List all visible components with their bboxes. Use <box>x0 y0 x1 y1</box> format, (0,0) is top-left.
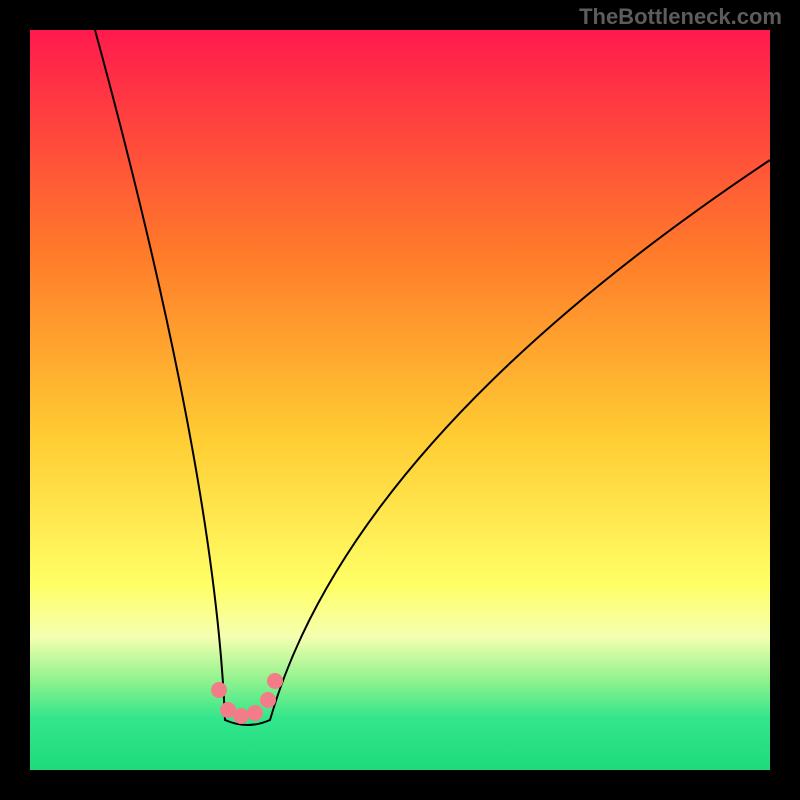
watermark-text: TheBottleneck.com <box>579 4 782 30</box>
chart-svg <box>0 0 800 800</box>
trough-marker <box>267 673 283 689</box>
trough-marker <box>233 708 249 724</box>
trough-marker <box>260 692 276 708</box>
chart-container: TheBottleneck.com <box>0 0 800 800</box>
trough-marker <box>211 682 227 698</box>
plot-background <box>30 30 770 770</box>
trough-marker <box>247 705 263 721</box>
